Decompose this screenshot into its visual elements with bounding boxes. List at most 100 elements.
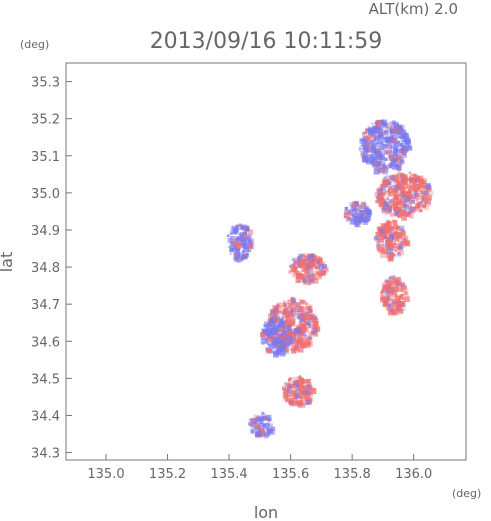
echo-cell	[263, 323, 267, 328]
echo-cell	[381, 242, 387, 248]
echo-cell	[395, 150, 399, 155]
echo-cell	[272, 331, 276, 335]
echo-cell	[313, 315, 318, 321]
echo-cell	[246, 234, 252, 240]
echo-cell	[302, 276, 305, 280]
y-tick-label: 34.7	[31, 298, 60, 313]
echo-cell	[241, 239, 247, 245]
echo-cell	[270, 337, 276, 343]
echo-cell	[391, 146, 395, 150]
echo-cell	[385, 243, 390, 248]
echo-cell	[292, 271, 296, 275]
echo-cell	[383, 245, 387, 248]
echo-cell	[296, 380, 301, 384]
echo-cell	[300, 275, 304, 279]
echo-cell	[315, 265, 320, 270]
echo-cell	[249, 418, 252, 421]
echo-cell	[388, 208, 392, 213]
echo-cell	[300, 396, 305, 402]
echo-cell	[272, 321, 275, 324]
echo-cell	[299, 321, 302, 324]
echo-cell	[247, 229, 254, 235]
echo-cell	[230, 248, 234, 251]
echo-cell	[240, 255, 245, 259]
echo-cell	[410, 208, 416, 214]
x-tick-label: 135.4	[210, 467, 247, 482]
echo-cell	[279, 319, 284, 324]
echo-cell	[417, 182, 424, 189]
echo-cell	[244, 253, 247, 257]
echo-cell	[264, 321, 267, 324]
echo-cell	[395, 279, 400, 285]
echo-cell	[297, 315, 301, 320]
echo-cell	[362, 220, 368, 225]
echo-cell	[298, 314, 301, 317]
echo-cell	[376, 142, 382, 148]
echo-cell	[386, 286, 391, 291]
echo-cell	[399, 302, 405, 307]
echo-cell	[265, 414, 272, 421]
echo-cell	[387, 281, 392, 287]
echo-cell	[269, 343, 275, 349]
echo-cell	[372, 160, 378, 166]
echo-cell	[405, 192, 411, 197]
echo-cell	[386, 142, 392, 149]
echo-cell	[395, 176, 400, 182]
echo-cell	[315, 270, 320, 274]
echo-cell	[384, 157, 388, 161]
echo-cell	[374, 121, 378, 125]
echo-cell	[305, 400, 310, 405]
echo-cell	[370, 154, 375, 158]
echo-cell	[286, 382, 291, 387]
echo-cell	[268, 325, 275, 331]
echo-cell	[318, 274, 323, 279]
echo-cell	[283, 327, 288, 332]
echo-cell	[276, 315, 281, 321]
echo-cell	[259, 422, 264, 427]
echo-cell	[408, 198, 415, 204]
echo-cell	[308, 253, 315, 259]
echo-cell	[393, 141, 400, 147]
echo-cell	[399, 158, 404, 164]
echo-cell	[367, 139, 373, 145]
echo-cell	[291, 332, 297, 338]
echo-cell	[301, 268, 305, 272]
echo-cell	[380, 184, 383, 187]
echo-cell	[386, 249, 392, 255]
echo-cell	[385, 210, 390, 215]
echo-cell	[344, 210, 347, 213]
echo-cell	[230, 236, 234, 240]
echo-cell	[397, 252, 402, 257]
echo-cell	[261, 433, 266, 437]
echo-cell	[318, 264, 325, 270]
echo-cell	[394, 249, 397, 252]
echo-cell	[396, 252, 401, 256]
echo-cell	[282, 326, 285, 329]
echo-cell	[379, 167, 385, 174]
echo-cell	[276, 332, 279, 335]
echo-cell	[359, 210, 364, 215]
echo-cell	[384, 144, 389, 149]
echo-cell	[393, 275, 396, 278]
echo-cell	[394, 298, 401, 305]
echo-cell	[384, 190, 387, 194]
echo-cell	[386, 283, 392, 289]
echo-cell	[320, 269, 323, 272]
echo-cell	[285, 335, 292, 341]
echo-cell	[405, 183, 411, 189]
echo-cell	[416, 193, 421, 197]
y-axis-label: lat	[0, 252, 16, 273]
echo-cell	[412, 200, 415, 203]
echo-cell	[365, 209, 372, 216]
echo-cell	[308, 306, 312, 310]
echo-cell	[320, 270, 326, 276]
echo-cell	[297, 328, 303, 335]
echo-cell	[380, 291, 384, 295]
echo-cell	[383, 180, 388, 185]
echo-cell	[421, 198, 425, 202]
echo-cell	[269, 429, 276, 435]
echo-cell	[396, 283, 399, 286]
echo-cell	[391, 287, 394, 290]
echo-cell	[391, 301, 397, 307]
echo-cell	[406, 177, 410, 182]
